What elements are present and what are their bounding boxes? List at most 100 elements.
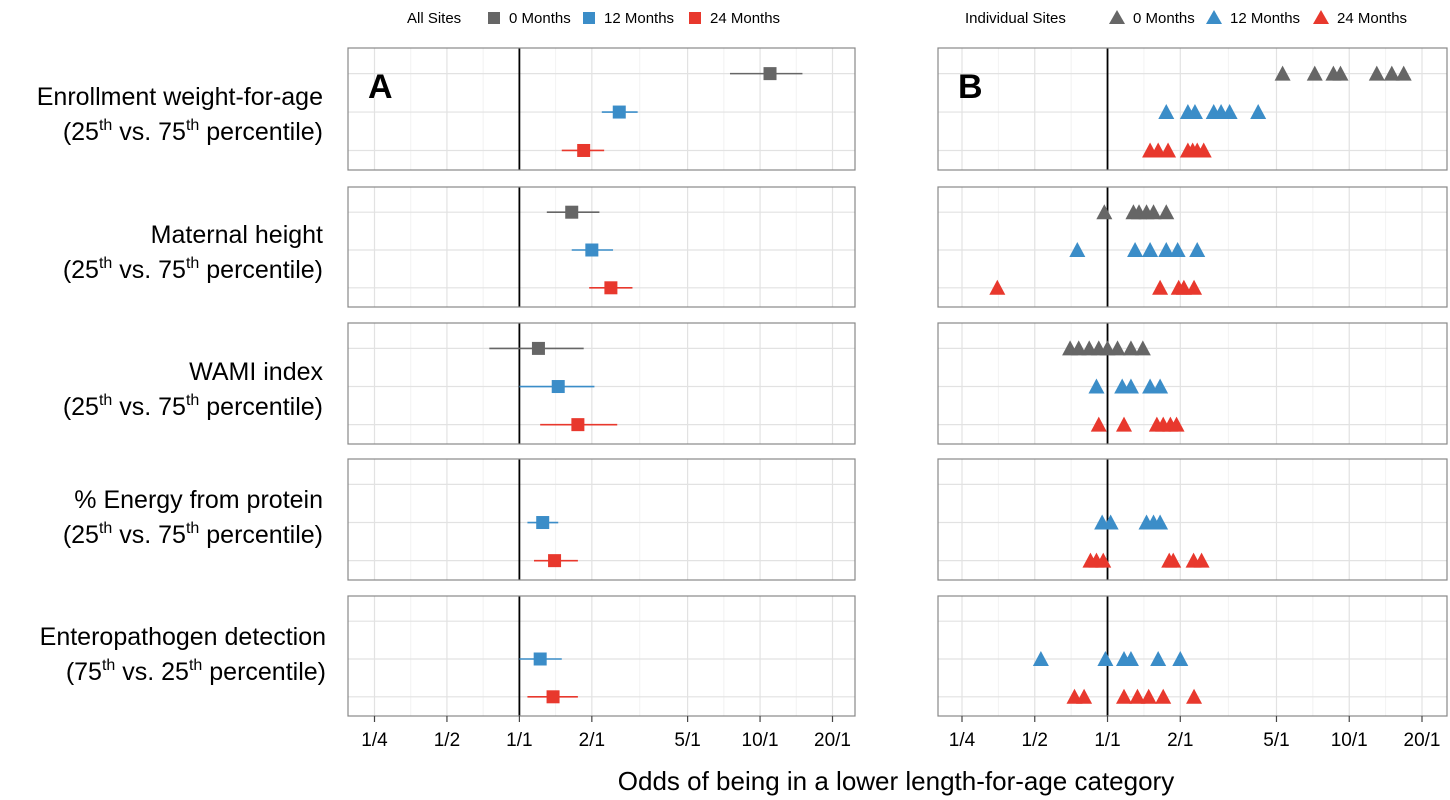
site-point (1142, 242, 1159, 257)
facet-background (348, 48, 855, 170)
facet-background (938, 323, 1447, 444)
estimate-point (604, 281, 618, 295)
site-point (1175, 279, 1192, 295)
legend-marker (488, 12, 500, 24)
row-label-main: Maternal height (151, 221, 323, 249)
site-point (1095, 552, 1112, 568)
site-point (1193, 552, 1210, 568)
x-tick-label: 1/2 (1022, 730, 1048, 751)
legend-title: All Sites (407, 10, 461, 27)
legend-label: 0 Months (1133, 10, 1195, 27)
site-point (1332, 65, 1349, 81)
facet-background (348, 596, 855, 716)
facet-border (347, 186, 856, 308)
row-label-sub: (25th vs. 75th percentile) (63, 255, 323, 284)
site-point (1395, 65, 1412, 81)
row-label-main: Enrollment weight-for-age (37, 83, 323, 111)
facet-border (937, 186, 1448, 308)
estimate-point (565, 205, 579, 219)
site-point (1169, 242, 1186, 257)
row-label-sub: (25th vs. 75th percentile) (63, 520, 323, 549)
facet: A (347, 47, 856, 171)
estimate-point (571, 418, 585, 432)
estimate-point (763, 67, 777, 81)
site-point (1127, 242, 1144, 257)
x-tick-label: 5/1 (674, 730, 700, 751)
legend-marker (1206, 10, 1222, 24)
x-tick-label: 2/1 (579, 730, 605, 751)
site-point (1160, 142, 1177, 158)
estimate-point (612, 105, 626, 119)
site-point (1158, 104, 1175, 120)
site-point (1142, 378, 1159, 394)
legend-marker (583, 12, 595, 24)
row-label-sub: (25th vs. 75th percentile) (63, 117, 323, 146)
x-axis-title: Odds of being in a lower length-for-age … (618, 766, 1174, 796)
site-point (1165, 552, 1182, 568)
site-point (1032, 651, 1049, 666)
row-label-sub: (25th vs. 75th percentile) (63, 392, 323, 421)
site-point (1088, 378, 1105, 394)
legend: All Sites 0 Months 12 Months 24 Months Indiv… (407, 10, 1407, 27)
estimate-point (536, 516, 550, 530)
site-point (1158, 204, 1175, 220)
facet-border (937, 458, 1448, 581)
legend-label: 12 Months (1230, 10, 1300, 27)
site-point (1145, 204, 1162, 220)
facet-border (937, 47, 1448, 171)
site-point (1274, 65, 1291, 81)
site-point (1134, 340, 1151, 356)
x-axis: 1/4 1/2 1/1 2/1 5/1 10/1 20/1 (361, 716, 851, 751)
site-point (1306, 65, 1323, 81)
panel-letter: B (958, 68, 983, 106)
site-point (1116, 688, 1133, 704)
site-point (1150, 651, 1167, 666)
legend-marker (1109, 10, 1125, 24)
facet-background (348, 187, 855, 307)
x-tick-label: 1/2 (434, 730, 460, 751)
x-tick-label: 1/4 (949, 730, 976, 751)
site-point (1096, 204, 1113, 220)
site-point (1186, 104, 1203, 120)
site-point (1152, 514, 1169, 530)
estimate-point (531, 341, 545, 355)
site-point (1158, 242, 1175, 257)
site-point (1097, 651, 1114, 666)
site-point (1099, 340, 1116, 356)
facet (937, 186, 1448, 308)
site-point (1368, 65, 1385, 81)
facet (937, 322, 1448, 445)
row-label-main: WAMI index (189, 358, 323, 386)
legend-a: All Sites 0 Months 12 Months 24 Months (407, 10, 780, 27)
legend-label: 0 Months (509, 10, 571, 27)
facet (937, 458, 1448, 581)
panel-b: B 1/4 1/2 1/1 2/1 5/1 10/1 20/1 (937, 47, 1448, 751)
facet-border (937, 322, 1448, 445)
site-point (1221, 104, 1238, 120)
legend-label: 24 Months (1337, 10, 1407, 27)
site-point (1069, 242, 1086, 257)
site-point (1109, 340, 1126, 356)
facet (347, 595, 856, 717)
site-point (1152, 279, 1169, 295)
site-point (1195, 142, 1212, 158)
legend-marker (1313, 10, 1329, 24)
legend-label: 12 Months (604, 10, 674, 27)
facet-border (347, 322, 856, 445)
facet (347, 186, 856, 308)
estimate-point (548, 554, 562, 568)
site-point (1186, 688, 1203, 704)
site-point (1186, 279, 1203, 295)
site-point (1076, 688, 1093, 704)
site-point (1102, 514, 1119, 530)
facet (347, 458, 856, 581)
row-label-main: % Energy from protein (74, 486, 323, 514)
panel-a: A 1/4 1/2 1/1 2/1 5/1 10/1 20/1 (347, 47, 856, 751)
site-point (1140, 688, 1157, 704)
x-tick-label: 5/1 (1263, 730, 1289, 751)
facet-background (348, 323, 855, 444)
facet: B (937, 47, 1448, 171)
site-point (1129, 688, 1146, 704)
facet (347, 322, 856, 445)
estimate-point (533, 652, 547, 666)
